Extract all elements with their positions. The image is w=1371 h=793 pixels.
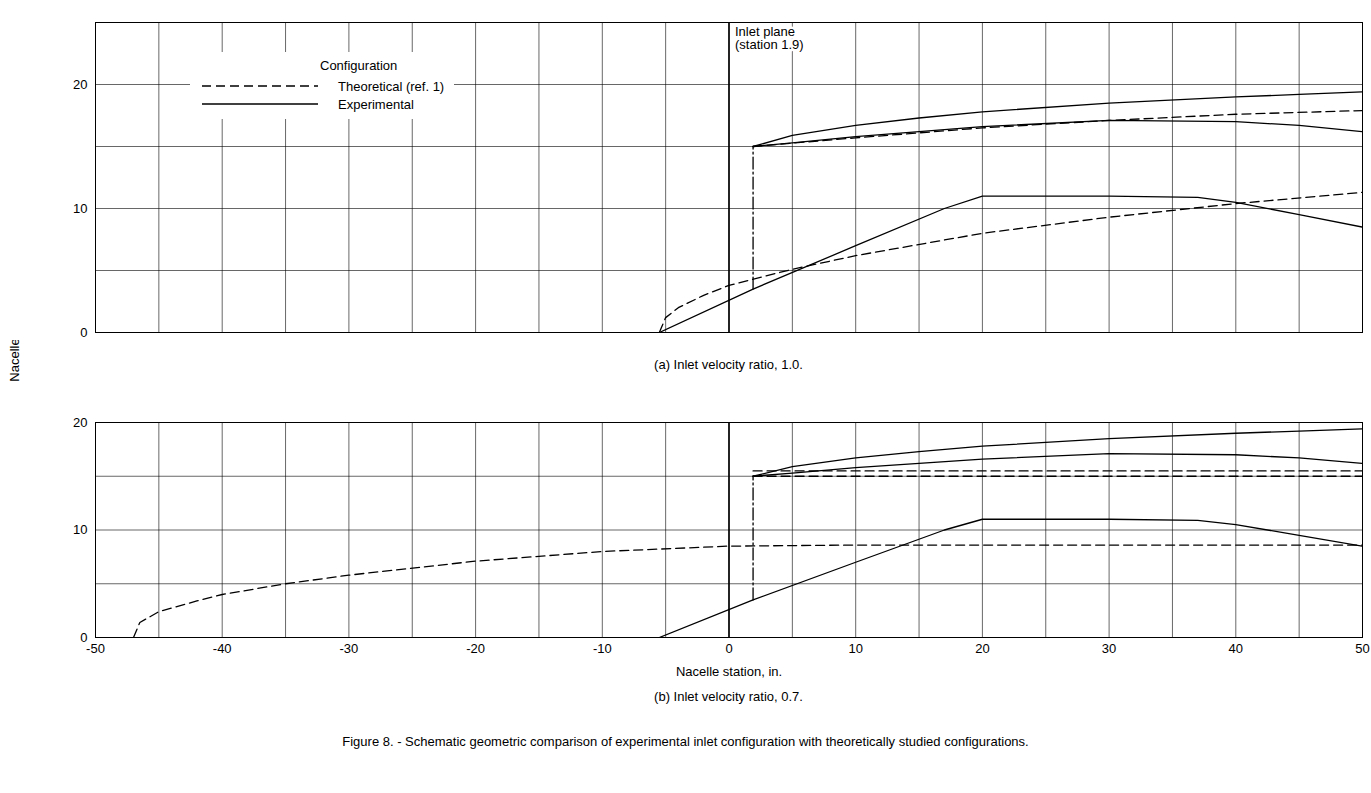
svg-text:30: 30 (1102, 641, 1116, 656)
svg-text:10: 10 (73, 201, 87, 216)
svg-text:20: 20 (73, 415, 87, 430)
svg-text:Inlet plane(station 1.9): Inlet plane(station 1.9) (735, 24, 804, 52)
svg-text:0: 0 (725, 641, 732, 656)
html-text:(b) Inlet velocity ratio, 0.7.: (b) Inlet velocity ratio, 0.7. (654, 689, 803, 704)
svg-text:Nacelle station, in.: Nacelle station, in. (676, 664, 782, 679)
svg-text:0: 0 (80, 629, 88, 645)
html-text:(a) Inlet velocity ratio, 1.0.: (a) Inlet velocity ratio, 1.0. (654, 357, 803, 372)
svg-text:-40: -40 (213, 641, 232, 656)
html-text:Nacelle radius, in.: Nacelle radius, in. (6, 278, 22, 382)
svg-text:50: 50 (1355, 641, 1369, 656)
svg-text:20: 20 (975, 641, 989, 656)
svg-text:10: 10 (73, 522, 87, 537)
html-text:Figure 8. - Schematic geometri: Figure 8. - Schematic geometric comparis… (342, 734, 1029, 749)
svg-text:10: 10 (848, 641, 862, 656)
svg-text:-30: -30 (340, 641, 359, 656)
html-text:Configuration: Configuration (320, 58, 398, 73)
html-text:Experimental: Experimental (338, 96, 414, 112)
svg-text:0: 0 (80, 325, 87, 340)
svg-text:-20: -20 (466, 641, 485, 656)
svg-text:-50: -50 (86, 641, 105, 656)
svg-text:20: 20 (73, 77, 87, 92)
svg-text:40: 40 (1229, 641, 1243, 656)
html-text:Theoretical (ref. 1): Theoretical (ref. 1) (338, 78, 445, 94)
svg-text:-10: -10 (593, 641, 612, 656)
